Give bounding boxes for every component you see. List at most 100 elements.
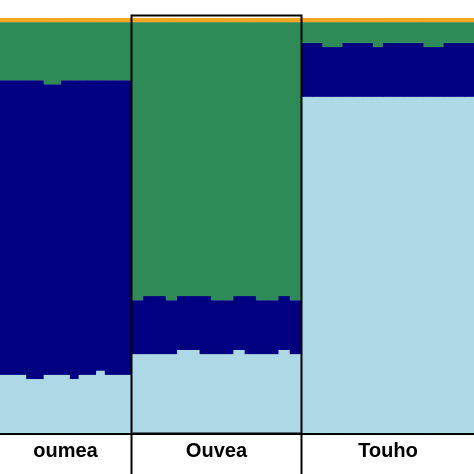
- bar-segment-green: [132, 22, 144, 301]
- bar-segment-orange: [278, 18, 291, 23]
- bar-segment-orange: [312, 18, 323, 23]
- bar-segment-orange: [165, 18, 178, 23]
- bar-segment-navy: [199, 296, 212, 355]
- bar-segment-light_blue: [302, 96, 313, 433]
- bar-segment-light_blue: [244, 354, 257, 433]
- bar-segment-orange: [43, 18, 53, 23]
- bar-segment-green: [362, 22, 374, 43]
- bar-segment-light_blue: [362, 96, 374, 433]
- population-label: Ouvea: [186, 440, 248, 462]
- bar-segment-navy: [423, 47, 435, 97]
- bar-segment-green: [382, 22, 394, 43]
- bar-segment-green: [69, 22, 80, 81]
- bar-segment-light_blue: [233, 350, 246, 433]
- bar-segment-navy: [453, 42, 465, 97]
- bar-segment-navy: [26, 80, 36, 380]
- bar-segment-orange: [0, 18, 10, 23]
- bar-segment-navy: [289, 300, 302, 355]
- bar-segment-orange: [423, 18, 435, 23]
- bar-segment-green: [463, 22, 474, 43]
- bar-segment-light_blue: [342, 96, 354, 433]
- bar-segment-navy: [132, 300, 144, 355]
- bar-segment-green: [17, 22, 27, 81]
- bar-segment-green: [443, 22, 455, 43]
- bar-segment-orange: [233, 18, 246, 23]
- bar-segment-orange: [52, 18, 62, 23]
- bar-segment-light_blue: [332, 96, 344, 433]
- bar-segment-orange: [17, 18, 27, 23]
- bar-segment-green: [372, 22, 384, 48]
- bar-segment-navy: [143, 296, 156, 355]
- bar-segment-green: [423, 22, 435, 48]
- bar-segment-orange: [104, 18, 115, 23]
- bar-segment-light_blue: [210, 354, 223, 433]
- bar-segment-light_blue: [382, 96, 394, 433]
- bar-segment-green: [188, 22, 201, 297]
- bar-segment-light_blue: [8, 374, 19, 433]
- bar-segment-green: [312, 22, 323, 43]
- bar-segment-navy: [322, 47, 333, 97]
- bar-segment-orange: [289, 18, 302, 23]
- bar-segment-orange: [332, 18, 344, 23]
- bar-segment-light_blue: [34, 379, 45, 433]
- bar-segment-orange: [113, 18, 123, 23]
- bar-segment-orange: [403, 18, 414, 23]
- axis-group: [0, 433, 474, 474]
- bar-segment-navy: [413, 42, 425, 97]
- bar-segment-navy: [312, 42, 323, 97]
- bar-segment-navy: [0, 80, 10, 375]
- bar-segment-orange: [154, 18, 167, 23]
- bar-segment-orange: [210, 18, 223, 23]
- bar-segment-green: [0, 22, 10, 81]
- bar-segment-green: [87, 22, 97, 81]
- bar-segment-navy: [8, 80, 19, 375]
- bar-segment-navy: [463, 42, 474, 97]
- population-label: Touho: [358, 440, 418, 462]
- bar-segment-orange: [362, 18, 374, 23]
- bar-segment-green: [433, 22, 445, 48]
- bar-segment-orange: [96, 18, 106, 23]
- bar-segment-green: [278, 22, 291, 297]
- bar-segment-orange: [26, 18, 36, 23]
- bar-segment-orange: [413, 18, 425, 23]
- bar-segment-light_blue: [96, 370, 106, 433]
- bar-segment-navy: [17, 80, 27, 375]
- bar-segment-green: [8, 22, 19, 81]
- bar-segment-light_blue: [165, 354, 178, 433]
- bar-segment-navy: [188, 296, 201, 350]
- bar-segment-light_blue: [443, 96, 455, 433]
- bar-segment-light_blue: [0, 374, 10, 433]
- bar-segment-light_blue: [372, 96, 384, 433]
- bar-segment-green: [104, 22, 115, 81]
- bar-segment-green: [255, 22, 268, 301]
- bar-segment-light_blue: [87, 374, 97, 433]
- bar-segment-light_blue: [267, 354, 280, 433]
- bar-segment-green: [43, 22, 53, 85]
- bar-segment-navy: [244, 296, 257, 355]
- bar-segment-light_blue: [113, 374, 123, 433]
- bar-segment-navy: [362, 42, 374, 97]
- bar-segment-green: [403, 22, 414, 43]
- bar-segment-green: [96, 22, 106, 81]
- bar-segment-green: [222, 22, 234, 301]
- bar-segment-light_blue: [423, 96, 435, 433]
- bar-segment-light_blue: [393, 96, 404, 433]
- bar-segment-orange: [61, 18, 71, 23]
- bar-segment-orange: [352, 18, 364, 23]
- bar-segment-orange: [372, 18, 384, 23]
- bar-segment-light_blue: [312, 96, 323, 433]
- bar-segment-green: [267, 22, 280, 301]
- bar-segment-orange: [322, 18, 333, 23]
- bar-segment-light_blue: [61, 374, 71, 433]
- bar-segment-light_blue: [403, 96, 414, 433]
- bar-segment-light_blue: [143, 354, 156, 433]
- bar-segment-navy: [61, 80, 71, 375]
- bar-segment-light_blue: [222, 354, 234, 433]
- bar-segment-navy: [104, 80, 115, 375]
- bar-segment-green: [332, 22, 344, 48]
- bar-segment-navy: [233, 296, 246, 350]
- bar-segment-light_blue: [17, 374, 27, 433]
- bar-segment-orange: [453, 18, 465, 23]
- bar-segment-orange: [393, 18, 404, 23]
- bar-segment-light_blue: [433, 96, 445, 433]
